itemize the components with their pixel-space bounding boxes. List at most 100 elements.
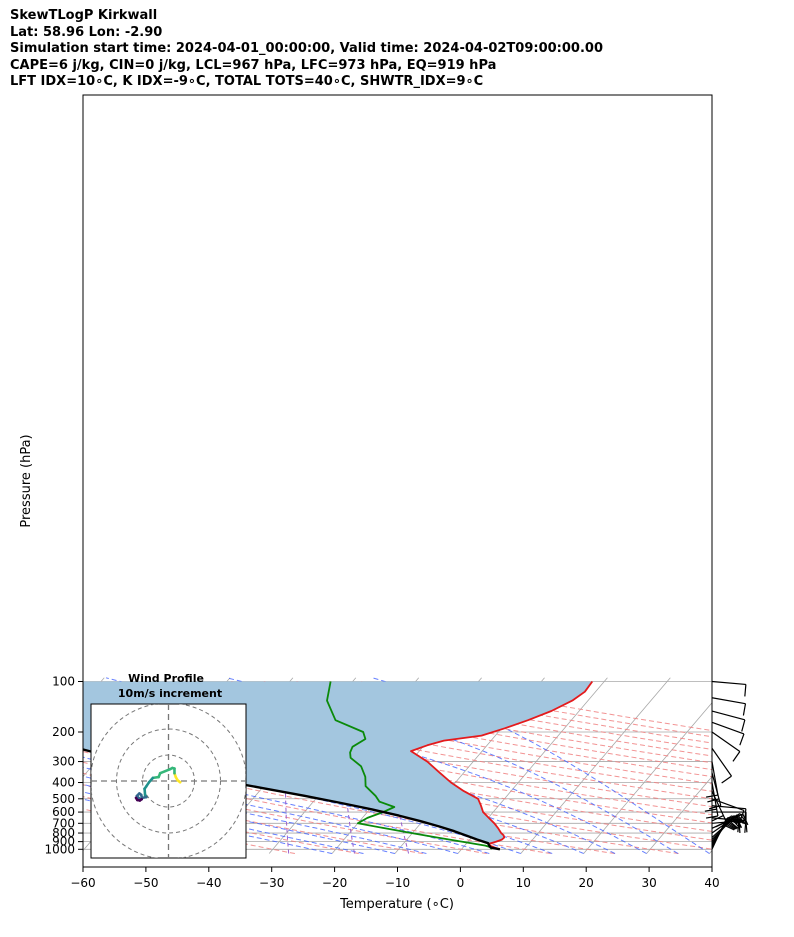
- isotherm: [583, 702, 712, 854]
- x-tick-label: 10: [516, 876, 531, 890]
- y-tick-label: 400: [52, 776, 75, 790]
- wind-barb: [711, 697, 747, 716]
- moist-adiabat: [105, 677, 647, 854]
- wind-barb-staff: [711, 747, 732, 777]
- cape-area: [83, 681, 593, 850]
- x-axis-ticks: −60 −50 −40 −30 −20 −10 0 10 20 30 40: [70, 867, 720, 890]
- dry-adiabat: [83, 796, 359, 854]
- hodograph-subtitle: 10m/s increment: [118, 687, 222, 700]
- x-tick-label: −20: [322, 876, 347, 890]
- x-tick-label: 0: [457, 876, 465, 890]
- wind-barb-flag: [737, 820, 740, 833]
- profile-series: [83, 680, 594, 851]
- wind-barb-flag: [732, 751, 741, 762]
- dry-adiabat: [231, 681, 712, 771]
- wind-barb-flag: [707, 798, 720, 803]
- y-axis-label: Pressure (hPa): [19, 434, 34, 527]
- dry-adiabat: [83, 751, 615, 854]
- wind-barb-staff: [711, 697, 746, 705]
- temperature-line: [410, 680, 594, 851]
- hodograph-title: Wind Profile: [128, 672, 204, 685]
- y-tick-label: 100: [52, 675, 75, 689]
- y-tick-label: 300: [52, 755, 75, 769]
- wind-barbs: [704, 680, 749, 850]
- x-tick-label: −10: [385, 876, 410, 890]
- cape-shading: [83, 681, 593, 850]
- mixing-ratio-line: [284, 681, 291, 854]
- moist-adiabat: [83, 766, 459, 854]
- wind-barb: [704, 782, 719, 819]
- simulation-times: Simulation start time: 2024-04-01_00:00:…: [10, 41, 603, 56]
- dry-adiabat: [165, 681, 712, 785]
- wind-barb: [711, 798, 745, 822]
- hodograph-plot: [91, 704, 246, 858]
- x-tick-label: 40: [704, 876, 719, 890]
- x-tick-label: −50: [133, 876, 158, 890]
- dry-adiabat: [296, 681, 712, 757]
- x-tick-label: −30: [259, 876, 284, 890]
- wind-barb-staff: [711, 680, 746, 686]
- dry-adiabat: [133, 681, 712, 792]
- x-axis-label: Temperature (∘C): [339, 897, 454, 912]
- isotherm: [646, 776, 712, 854]
- x-tick-label: −40: [196, 876, 221, 890]
- x-tick-label: −60: [70, 876, 95, 890]
- wind-barb-flag: [712, 815, 724, 822]
- wind-barb-staff: [711, 710, 745, 721]
- parcel-line: [83, 748, 501, 851]
- chart-title: SkewTLogP Kirkwall: [10, 8, 158, 23]
- location-coords: Lat: 58.96 Lon: -2.90: [10, 24, 163, 40]
- hodograph-inset: Wind Profile 10m/s increment: [90, 672, 247, 859]
- wind-barb-flag: [721, 775, 732, 784]
- y-tick-label: 900: [52, 835, 75, 849]
- wind-barb: [711, 747, 732, 784]
- dry-adiabat: [83, 772, 487, 854]
- wind-barb: [711, 680, 747, 697]
- wind-barb-flag: [741, 719, 746, 732]
- wind-barb-flag: [742, 703, 747, 716]
- wind-barb: [705, 761, 719, 798]
- wind-barb-flag: [705, 794, 719, 798]
- wind-barb-flag: [744, 808, 747, 821]
- isotherm: [0, 678, 41, 854]
- wind-barb: [711, 731, 741, 762]
- y-tick-label: 200: [52, 725, 75, 739]
- index-params: LFT IDX=10∘C, K IDX=-9∘C, TOTAL TOTS=40∘…: [10, 74, 484, 89]
- dry-adiabat: [83, 702, 712, 824]
- isotherm: [772, 678, 794, 854]
- wind-barb: [707, 772, 722, 810]
- y-tick-label: 700: [52, 816, 75, 830]
- wind-barb-staff: [711, 813, 741, 834]
- wind-barb-flag: [704, 808, 717, 812]
- y-tick-label: 800: [52, 826, 75, 840]
- hodograph-segment: [134, 796, 139, 802]
- wind-barb-staff: [711, 782, 719, 817]
- dewpoint-line: [326, 681, 493, 850]
- x-tick-label: 30: [641, 876, 656, 890]
- wind-barb: [711, 721, 745, 746]
- wind-barb-staff: [711, 721, 745, 735]
- wind-barb-staff: [711, 761, 719, 796]
- y-tick-label: 1000: [44, 842, 75, 856]
- wind-barb-flag: [709, 805, 721, 810]
- mixing-ratio-line: [341, 681, 355, 854]
- x-tick-label: 20: [579, 876, 594, 890]
- wind-barb-flag: [739, 733, 745, 746]
- wind-barb-staff: [711, 798, 745, 811]
- hodograph-segment: [158, 767, 172, 775]
- stability-params: CAPE=6 j/kg, CIN=0 j/kg, LCL=967 hPa, LF…: [10, 57, 497, 73]
- wind-barb-flag: [715, 821, 727, 828]
- y-tick-label: 600: [52, 805, 75, 819]
- wind-barb-staff: [711, 731, 741, 753]
- wind-barb-flag: [705, 815, 719, 819]
- y-tick-label: 500: [52, 792, 75, 806]
- wind-barb-flag: [739, 810, 745, 822]
- wind-barb-flag: [744, 684, 747, 697]
- moist-adiabat: [372, 677, 710, 854]
- dry-adiabat: [83, 761, 551, 854]
- moist-adiabat: [83, 756, 490, 854]
- wind-barb: [711, 710, 746, 732]
- chart-header: SkewTLogP Kirkwall Lat: 58.96 Lon: -2.90…: [10, 8, 603, 91]
